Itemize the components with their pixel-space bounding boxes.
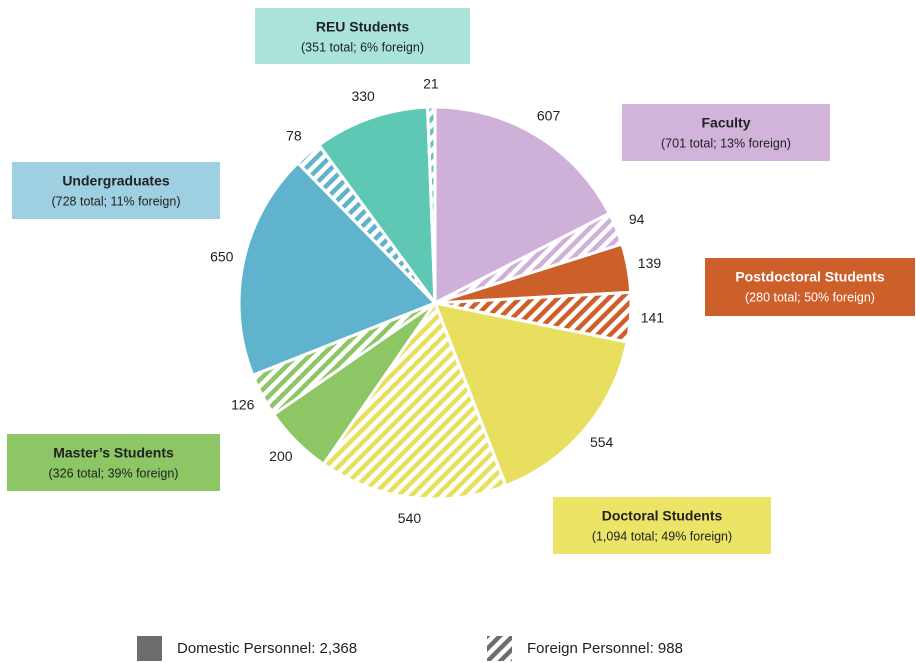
pie-slice bbox=[237, 160, 438, 378]
category-name: Postdoctoral Students bbox=[735, 269, 885, 285]
legend-label: Foreign Personnel: 988 bbox=[527, 640, 683, 657]
category-box bbox=[622, 104, 830, 161]
slice-value-label: 94 bbox=[629, 211, 645, 227]
category-name: REU Students bbox=[316, 19, 410, 35]
pie-slice bbox=[433, 105, 612, 306]
slice-value-label: 126 bbox=[231, 397, 255, 413]
slice-value-label: 141 bbox=[641, 310, 665, 326]
category-box bbox=[553, 497, 771, 554]
slice-value-label: 330 bbox=[351, 88, 375, 104]
pie-slice bbox=[432, 300, 629, 488]
category-detail: (701 total; 13% foreign) bbox=[661, 136, 791, 150]
slice-value-label: 200 bbox=[269, 448, 293, 464]
slice-value-label: 650 bbox=[210, 248, 234, 264]
category-name: Undergraduates bbox=[62, 173, 170, 189]
pie-slice bbox=[426, 105, 437, 304]
category-detail: (351 total; 6% foreign) bbox=[301, 40, 424, 54]
category-name: Faculty bbox=[701, 115, 750, 131]
pie-slice bbox=[316, 105, 437, 308]
category-detail: (280 total; 50% foreign) bbox=[745, 290, 875, 304]
slice-value-label: 554 bbox=[590, 434, 614, 450]
category-name: Doctoral Students bbox=[602, 508, 723, 524]
category-detail: (326 total; 39% foreign) bbox=[49, 466, 179, 480]
slice-value-label: 139 bbox=[638, 255, 662, 271]
category-detail: (1,094 total; 49% foreign) bbox=[592, 529, 732, 543]
legend-swatch bbox=[487, 636, 512, 661]
category-box bbox=[255, 8, 470, 64]
legend-swatch bbox=[137, 636, 162, 661]
slice-value-label: 78 bbox=[286, 128, 302, 144]
legend-label: Domestic Personnel: 2,368 bbox=[177, 640, 357, 657]
category-box bbox=[705, 258, 915, 316]
category-name: Master’s Students bbox=[53, 445, 174, 461]
pie-slice bbox=[321, 299, 508, 501]
slice-value-label: 21 bbox=[423, 76, 439, 92]
slice-value-label: 607 bbox=[537, 108, 561, 124]
category-box bbox=[7, 434, 220, 491]
category-detail: (728 total; 11% foreign) bbox=[51, 194, 180, 208]
category-box bbox=[12, 162, 220, 219]
slice-value-label: 540 bbox=[398, 510, 422, 526]
